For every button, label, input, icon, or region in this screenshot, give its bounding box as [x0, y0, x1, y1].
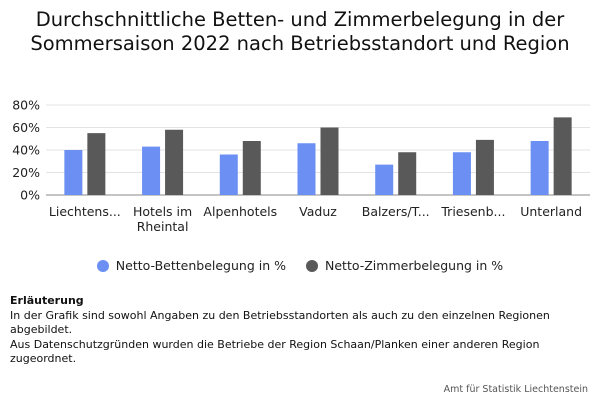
legend-label-betten: Netto-Bettenbelegung in %: [115, 258, 286, 273]
bar-chart: 0% 20% 40% 60% 80% Liechtens... Hotels imRhei…: [12, 98, 590, 234]
source-credit: Amt für Statistik Liechtenstein: [443, 384, 588, 395]
legend-label-zimmer: Netto-Zimmerbelegung in %: [325, 258, 504, 273]
y-tick-label: 80%: [12, 98, 40, 113]
x-tick-label: Alpenhotels: [203, 204, 277, 219]
y-axis: 0% 20% 40% 60% 80%: [12, 98, 40, 203]
legend-marker-betten: [96, 259, 109, 272]
x-tick-label: Vaduz: [299, 204, 337, 219]
bar-zimmer[interactable]: [398, 152, 417, 195]
legend: Netto-Bettenbelegung in % Netto-Zimmerbe…: [0, 258, 600, 273]
bar-zimmer[interactable]: [87, 133, 106, 195]
x-tick-label: Hotels im: [133, 204, 192, 219]
y-tick-label: 40%: [12, 143, 40, 158]
y-tick-label: 60%: [12, 120, 40, 135]
bar-zimmer[interactable]: [242, 141, 261, 195]
x-tick-label: Triesenb...: [440, 204, 505, 219]
y-tick-label: 20%: [12, 165, 40, 180]
note-line: Aus Datenschutzgründen wurden die Betrie…: [10, 337, 540, 366]
note-heading: Erläuterung: [10, 294, 84, 307]
legend-item-zimmer[interactable]: Netto-Zimmerbelegung in %: [306, 258, 503, 273]
bar-betten[interactable]: [375, 164, 394, 195]
bar-betten[interactable]: [219, 154, 238, 196]
x-tick-label: Rheintal: [137, 219, 189, 234]
x-tick-label: Balzers/T...: [362, 204, 430, 219]
legend-item-betten[interactable]: Netto-Bettenbelegung in %: [96, 258, 286, 273]
bars: [64, 117, 572, 196]
bar-zimmer[interactable]: [553, 117, 572, 195]
bar-zimmer[interactable]: [320, 127, 339, 196]
x-tick-label: Unterland: [520, 204, 582, 219]
bar-betten[interactable]: [452, 152, 471, 195]
bar-betten[interactable]: [530, 141, 549, 195]
y-tick-label: 0%: [20, 188, 40, 203]
bar-zimmer[interactable]: [165, 129, 184, 195]
chart-title: Durchschnittliche Betten- und Zimmerbele…: [30, 8, 570, 55]
legend-marker-zimmer: [306, 259, 318, 272]
x-tick-label: Liechtens...: [49, 204, 121, 219]
bar-betten[interactable]: [64, 150, 83, 195]
bar-betten[interactable]: [297, 143, 316, 195]
explanation-note: Erläuterung In der Grafik sind sowohl An…: [10, 294, 590, 367]
bar-betten[interactable]: [142, 146, 161, 195]
grid-lines: [46, 104, 590, 196]
bar-zimmer[interactable]: [475, 139, 494, 195]
note-line: In der Grafik sind sowohl Angaben zu den…: [10, 308, 550, 337]
